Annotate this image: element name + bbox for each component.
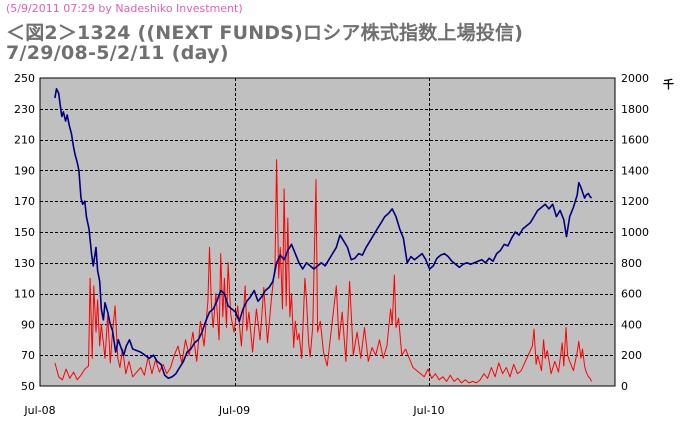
plot-frame (39, 77, 616, 387)
y-right-tick-label: 400 (621, 318, 642, 331)
y-left-tick-label: 90 (21, 318, 35, 331)
y-left-tick-label: 250 (14, 72, 35, 85)
y-right-tick-label: 1200 (621, 195, 649, 208)
y-left-tick-label: 230 (14, 103, 35, 116)
y-left-tick-label: 70 (21, 349, 35, 362)
series-layer (54, 88, 593, 384)
axes-layer: 50 70 90 110 130 150 170 190 210 230 250 0 200 400 600… (14, 72, 674, 417)
y-right-tick-label: 2000 (621, 72, 649, 85)
x-tick-label: Jul-08 (23, 404, 55, 417)
y-left-tick-label: 210 (14, 134, 35, 147)
chart-subtitle: 7/29/08-5/2/11 (day) (6, 42, 229, 64)
volume-series-line (54, 159, 593, 384)
y-right-tick-label: 1600 (621, 134, 649, 147)
y-right-tick-label: 200 (621, 349, 642, 362)
y-left-tick-label: 170 (14, 195, 35, 208)
chart-title: ＜図2＞1324 ((NEXT FUNDS)ロシア株式指数上場投信) (6, 22, 524, 44)
x-tick-label: Jul-10 (412, 404, 444, 417)
y-right-tick-label: 1400 (621, 164, 649, 177)
y-left-tick-label: 190 (14, 164, 35, 177)
y-right-tick-label: 600 (621, 288, 642, 301)
gridlines (40, 78, 615, 386)
y-right-tick-label: 1000 (621, 226, 649, 239)
y-left-tick-label: 130 (14, 257, 35, 270)
y-left-tick-label: 50 (21, 380, 35, 393)
y-right-tick-label: 0 (621, 380, 628, 393)
y-right-tick-label: 800 (621, 257, 642, 270)
y-left-tick-label: 150 (14, 226, 35, 239)
y-right-tick-label: 1800 (621, 103, 649, 116)
chart-credit: (5/9/2011 07:29 by Nadeshiko Investment) (6, 2, 243, 15)
y-right-unit-label: 千 (663, 77, 674, 91)
y-left-tick-label: 110 (14, 288, 35, 301)
x-tick-label: Jul-09 (218, 404, 250, 417)
price-series-line (54, 88, 593, 380)
